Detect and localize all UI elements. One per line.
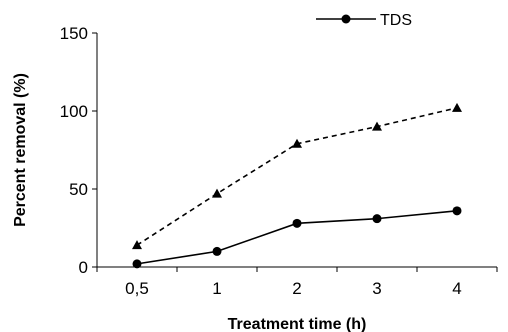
data-point-tds: [212, 246, 222, 256]
y-axis: 0 50 100 150: [60, 24, 98, 277]
data-point-triangle: [212, 188, 222, 198]
data-point-triangle: [132, 240, 142, 250]
x-tick-label: 0,5: [125, 279, 149, 298]
y-tick-label: 50: [69, 180, 88, 199]
y-axis-title: Percent removal (%): [12, 73, 29, 227]
y-tick-label: 100: [60, 102, 88, 121]
x-tick-label: 4: [452, 279, 461, 298]
legend-label-tds: TDS: [380, 12, 412, 29]
data-point-triangle: [452, 102, 462, 112]
data-point-tds: [452, 206, 462, 216]
legend-marker-tds: [341, 14, 351, 24]
data-point-triangle: [292, 138, 302, 148]
series-line-tds: [136, 210, 458, 265]
x-tick-label: 3: [372, 279, 381, 298]
legend: TDS: [316, 12, 412, 29]
x-tick-label: 1: [212, 279, 221, 298]
data-point-tds: [132, 259, 142, 269]
data-point-triangle: [372, 121, 382, 131]
y-tick-label: 150: [60, 24, 88, 43]
data-point-tds: [372, 214, 382, 224]
data-point-tds: [292, 218, 302, 228]
x-axis: 0,5 1 2 3 4: [96, 266, 498, 298]
x-axis-title: Treatment time (h): [228, 316, 367, 332]
series-layer: [132, 102, 462, 269]
x-tick-label: 2: [292, 279, 301, 298]
y-tick-label: 0: [79, 258, 88, 277]
